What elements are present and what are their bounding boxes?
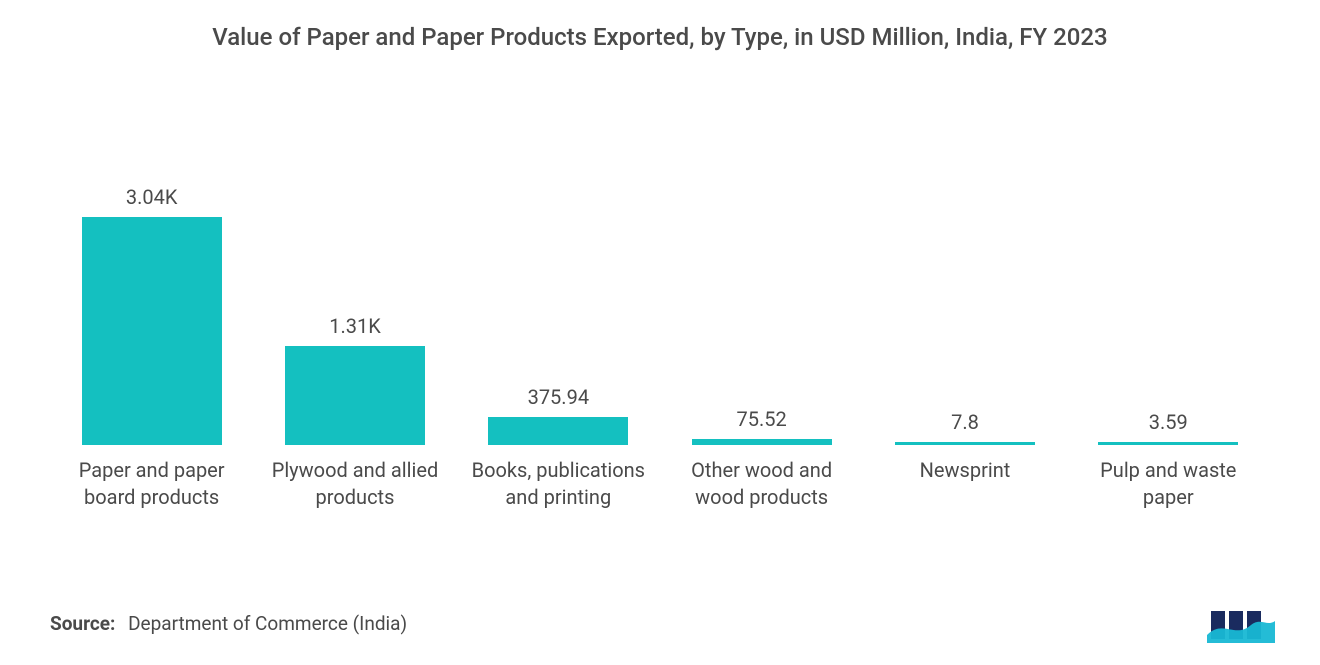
bar bbox=[82, 217, 222, 445]
bar-value-label: 7.8 bbox=[951, 410, 979, 434]
bar-category-label: Books, publications and printing bbox=[463, 457, 653, 511]
bar-value-label: 375.94 bbox=[528, 385, 589, 409]
bar-category-label: Newsprint bbox=[870, 457, 1060, 484]
bar bbox=[895, 442, 1035, 445]
bar-group: 7.8Newsprint bbox=[863, 185, 1066, 445]
bar-category-label: Pulp and waste paper bbox=[1073, 457, 1263, 511]
bar-group: 75.52Other wood and wood products bbox=[660, 185, 863, 445]
bar-value-label: 3.04K bbox=[126, 185, 178, 209]
bar bbox=[692, 439, 832, 445]
chart-title: Value of Paper and Paper Products Export… bbox=[0, 0, 1320, 53]
bar-value-label: 75.52 bbox=[737, 407, 787, 431]
brand-logo bbox=[1205, 605, 1275, 643]
bar-chart: 3.04KPaper and paper board products1.31K… bbox=[50, 185, 1270, 445]
source-text: Department of Commerce (India) bbox=[128, 612, 407, 635]
source-footer: Source: Department of Commerce (India) bbox=[50, 612, 407, 635]
bar bbox=[1098, 442, 1238, 445]
source-label: Source: bbox=[50, 612, 115, 635]
bar-category-label: Paper and paper board products bbox=[57, 457, 247, 511]
bar-category-label: Plywood and allied products bbox=[260, 457, 450, 511]
bar-group: 3.59Pulp and waste paper bbox=[1067, 185, 1270, 445]
bar-group: 3.04KPaper and paper board products bbox=[50, 185, 253, 445]
bar bbox=[488, 417, 628, 445]
bar-category-label: Other wood and wood products bbox=[667, 457, 857, 511]
bar-group: 375.94Books, publications and printing bbox=[457, 185, 660, 445]
bar-value-label: 3.59 bbox=[1149, 410, 1188, 434]
bar bbox=[285, 346, 425, 445]
bar-group: 1.31KPlywood and allied products bbox=[253, 185, 456, 445]
bar-value-label: 1.31K bbox=[329, 314, 381, 338]
